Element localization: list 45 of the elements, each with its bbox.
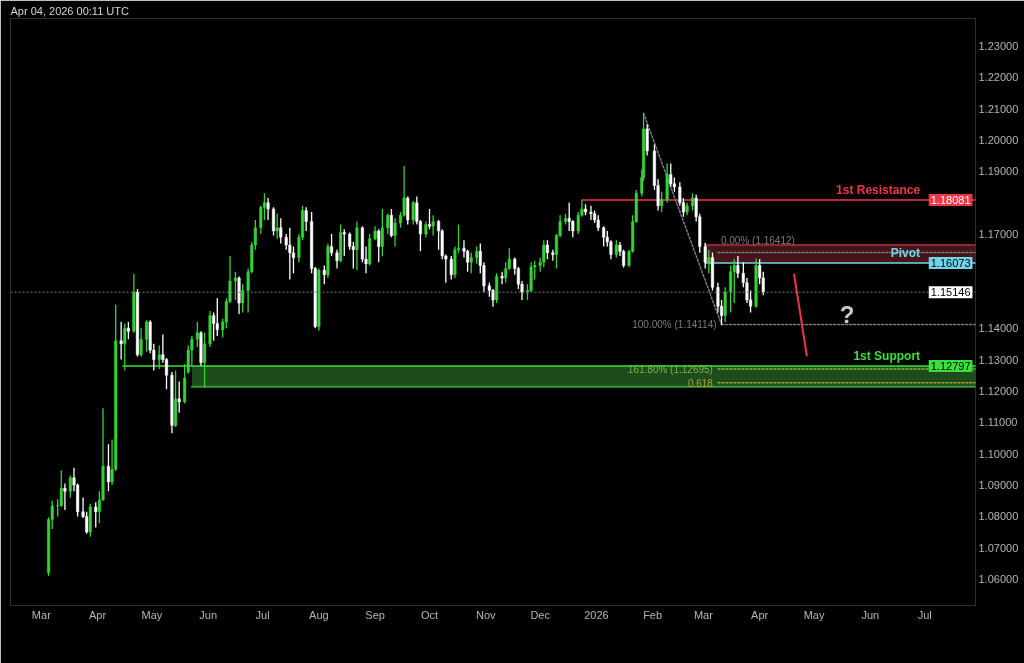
series-label: 161.80% (1.12695) bbox=[627, 363, 713, 375]
annotation: ? bbox=[839, 301, 855, 329]
y-tick-label: 1.11000 bbox=[978, 416, 1018, 429]
data-label: 1.18081 bbox=[930, 194, 971, 207]
x-tick-label: May bbox=[141, 608, 163, 621]
x-tick-label: Dec bbox=[530, 608, 551, 621]
data-label: 1.12797 bbox=[930, 359, 971, 372]
y-tick-label: 1.14000 bbox=[978, 322, 1019, 335]
x-tick-label: Sep bbox=[365, 608, 385, 621]
y-tick-label: 1.09000 bbox=[978, 479, 1019, 492]
series-label: 0.618 bbox=[687, 377, 714, 389]
y-tick-label: 1.10000 bbox=[978, 447, 1019, 460]
y-tick-label: 1.12000 bbox=[978, 384, 1019, 397]
x-tick-label: Jul bbox=[917, 608, 932, 621]
series-label: Pivot bbox=[890, 246, 921, 261]
x-tick-label: Apr bbox=[89, 608, 107, 621]
x-tick-label: Nov bbox=[475, 608, 497, 621]
series-label: 1st Support bbox=[853, 348, 921, 363]
series-label: 100.00% (1.14114) bbox=[632, 319, 717, 331]
y-tick-label: 1.13000 bbox=[978, 353, 1019, 366]
y-tick-label: 1.06000 bbox=[978, 573, 1019, 586]
x-tick-label: Jun bbox=[861, 608, 880, 621]
x-tick-label: Mar bbox=[31, 608, 52, 621]
y-tick-label: 1.20000 bbox=[978, 133, 1019, 146]
y-tick-label: 1.21000 bbox=[978, 102, 1019, 115]
x-tick-label: Jun bbox=[199, 608, 218, 621]
x-tick-label: May bbox=[803, 608, 825, 621]
data-label: 1.16073 bbox=[930, 257, 971, 270]
series-label: 1st Resistance bbox=[836, 183, 921, 198]
y-tick-label: 1.07000 bbox=[978, 541, 1019, 554]
x-tick-label: 2026 bbox=[584, 608, 609, 621]
x-tick-label: Mar bbox=[693, 608, 714, 621]
y-tick-label: 1.22000 bbox=[978, 71, 1019, 84]
chart-title: Apr 04, 2026 00:11 UTC bbox=[10, 4, 129, 17]
y-tick-label: 1.17000 bbox=[978, 228, 1019, 241]
x-tick-label: Aug bbox=[309, 608, 329, 621]
ref-line-label: 1.15146 bbox=[930, 286, 971, 299]
y-tick-label: 1.19000 bbox=[978, 165, 1019, 178]
x-tick-label: Feb bbox=[643, 608, 663, 621]
x-tick-label: Apr bbox=[751, 608, 769, 621]
series-label: 0.00% (1.16412) bbox=[720, 235, 795, 247]
y-tick-label: 1.08000 bbox=[978, 510, 1019, 523]
y-tick-label: 1.23000 bbox=[978, 39, 1019, 52]
x-tick-label: Jul bbox=[255, 608, 270, 621]
x-tick-label: Oct bbox=[420, 608, 439, 621]
